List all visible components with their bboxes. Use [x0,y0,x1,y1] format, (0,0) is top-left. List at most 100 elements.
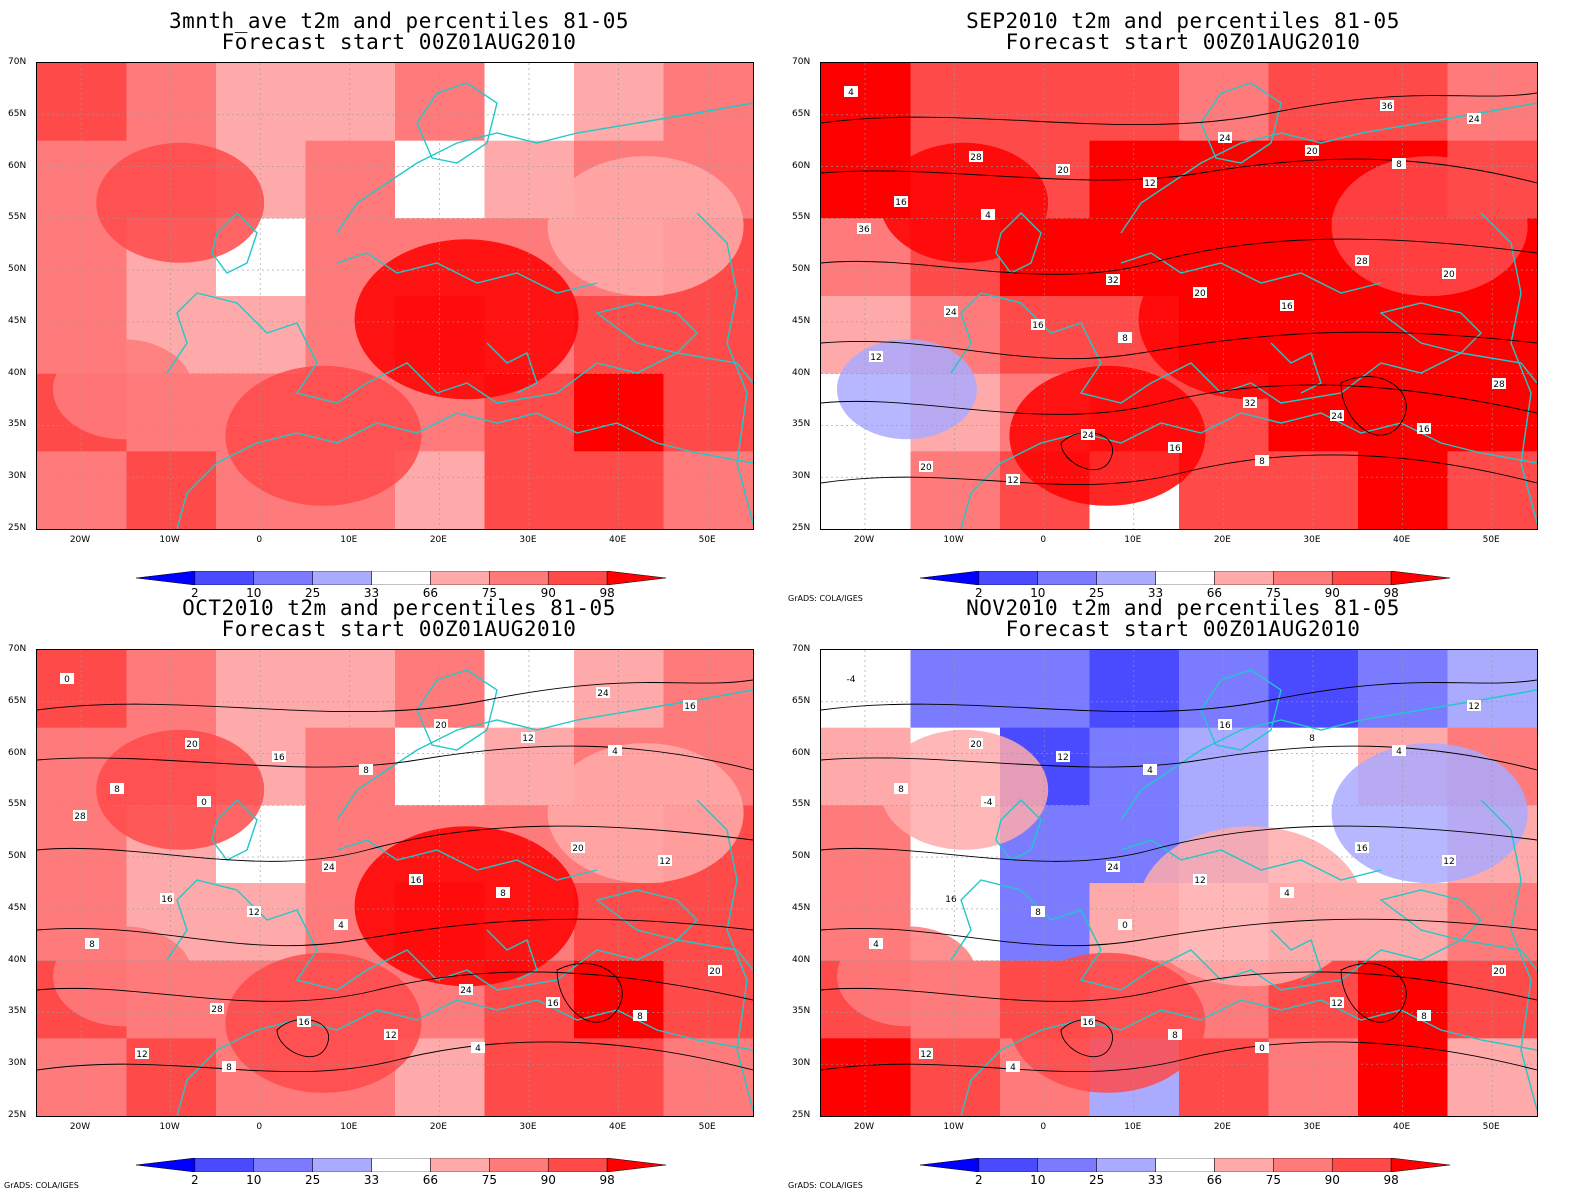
contour-label-bg [894,783,908,794]
coastline [1120,839,1382,881]
contour-label: 36 [857,223,871,235]
contour-label: 16 [160,893,174,905]
grads-credit: GrADS: COLA/IGES [788,1181,863,1190]
contour-label-text: 28 [211,1005,223,1015]
x-tick-label: 10E [1124,1122,1142,1132]
y-tick-label: 30N [792,1058,811,1069]
contour-label: 24 [459,984,473,996]
contour-label-bg [1031,906,1045,917]
shade-cell [821,650,912,729]
shade-cell [126,451,217,529]
contour-label: 16 [1081,1016,1095,1028]
colorbar-segment [1331,570,1392,586]
contour-line [821,825,1537,862]
contour-label-bg [1467,700,1481,711]
contour-label-bg [1492,378,1506,389]
x-tick-label: 10W [159,535,180,545]
contour-label: -4 [844,673,858,685]
coastline [1270,342,1322,394]
contour-label-text: 12 [1443,857,1454,867]
coastline [211,212,258,274]
contour-label-text: 12 [1194,876,1205,886]
x-tick-label: 10E [340,1122,358,1132]
contour-label-text: 16 [945,895,957,905]
contour-label-text: 16 [1219,721,1231,731]
colorbar-segment [547,570,608,586]
contour-label-bg [1280,887,1294,898]
contour-label: 24 [1467,113,1481,125]
contour-label-text: -4 [847,675,856,685]
x-tick-label: 20E [1213,535,1231,545]
contour-line [37,745,753,771]
y-tick-label: 40N [792,954,811,965]
shade-blob [225,952,422,1093]
colorbar-label: 98 [599,1173,615,1187]
contour-label-text: 4 [985,211,991,221]
colorbar-segment [135,1157,196,1173]
y-tick-label: 25N [8,523,27,533]
coastline [211,799,258,861]
shade-blob [547,156,744,297]
contour-label-text: 8 [114,785,120,795]
contour-label-text: 32 [1107,276,1118,286]
y-tick-label: 70N [8,644,27,654]
contour-label-bg [1193,874,1207,885]
contour-line [821,971,1537,1002]
contour-label-bg [409,874,423,885]
colorbar-segment [371,570,431,586]
colorbar-segment [1037,570,1097,586]
contour-label-bg [1056,751,1070,762]
contour-label: 24 [944,306,958,318]
shade-cell [663,296,753,375]
contour-label: 20 [1193,287,1207,299]
contour-label-bg [981,796,995,807]
contour-label: 20 [185,738,199,750]
contour-label-bg [1218,132,1232,143]
coastline [1270,929,1322,981]
contour-label: 8 [110,783,124,795]
contour-label-text: 8 [1172,1031,1178,1041]
contour-label-text: 8 [89,940,95,950]
contour-label: 8 [496,887,510,899]
contour-label-bg [844,673,858,684]
contour-label-text: 20 [572,844,584,854]
contour-label-bg [1305,145,1319,156]
contour-label-text: 8 [637,1012,643,1022]
colorbar-label: 33 [363,1173,380,1187]
contour-label: 12 [247,906,261,918]
contour-label: 16 [546,997,560,1009]
y-tick-label: 55N [8,212,27,223]
contour-label-text: 8 [226,1063,232,1073]
contour-label-bg [1467,113,1481,124]
shade-cell [663,451,753,529]
contour-label-bg [222,1061,236,1072]
shade-cell [1179,63,1270,142]
x-tick-label: 10E [1124,535,1142,545]
shade-cell [574,63,665,142]
y-tick-label: 35N [792,1006,811,1017]
contour-label: 0 [197,796,211,808]
contour-label-bg [135,1048,149,1059]
y-tick-label: 35N [8,1006,27,1017]
contour-label-bg [384,1029,398,1040]
colorbar-segment [547,1157,608,1173]
shade-cell [126,63,217,142]
contour-label-text: 8 [1035,908,1041,918]
x-tick-label: 0 [1040,1122,1047,1132]
contour-label-bg [969,738,983,749]
contour-line [37,1041,753,1073]
y-tick-label: 50N [792,851,811,862]
contour-label-text: 4 [475,1044,481,1054]
contour-label-bg [1442,268,1456,279]
colorbar-segment [978,570,1039,586]
shade-cell [574,883,665,962]
panel-subtitle: Forecast start 00Z01AUG2010 [1005,30,1361,54]
contour-label-bg [334,919,348,930]
contour-label-bg [1330,410,1344,421]
contour-label: 28 [969,151,983,163]
contour-label-bg [1442,855,1456,866]
x-tick-label: 20W [853,535,875,545]
x-tick-label: 50E [1482,535,1500,545]
contour-label-bg [1193,287,1207,298]
contour-label-bg [1168,1029,1182,1040]
